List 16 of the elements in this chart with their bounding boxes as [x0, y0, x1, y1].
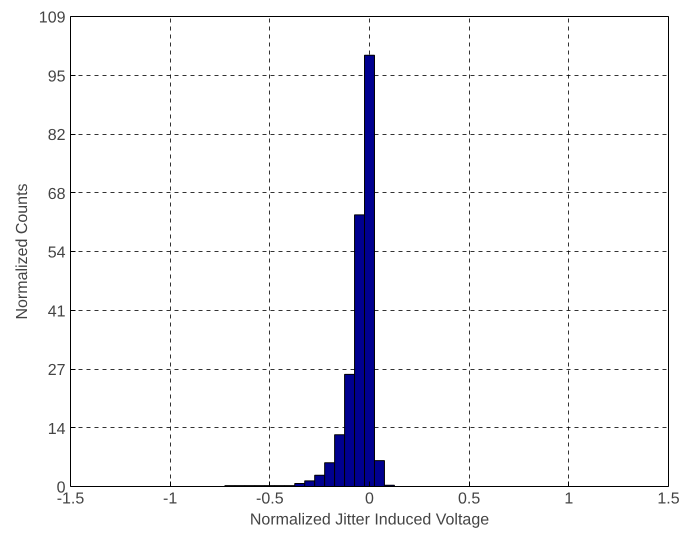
x-tick-label: -0.5	[256, 490, 284, 508]
y-axis-title: Normalized Counts	[14, 183, 31, 320]
x-tick-label: 0	[365, 490, 374, 508]
y-tick-label: 41	[48, 303, 66, 320]
y-tick-label: 54	[48, 244, 66, 262]
x-tick-label: 1.5	[657, 490, 680, 508]
y-tick-label: 27	[48, 362, 66, 379]
y-tick-label: 68	[48, 186, 66, 203]
x-axis-title: Normalized Jitter Induced Voltage	[250, 512, 490, 528]
y-tick-label: 109	[38, 10, 66, 26]
y-tick-label: 95	[48, 68, 66, 86]
y-tick-label: 82	[48, 127, 66, 144]
x-tick-label: -1	[163, 490, 178, 508]
x-tick-label: 0.5	[458, 490, 480, 508]
x-tick-label: 1	[564, 490, 574, 508]
y-tick-label: 14	[48, 420, 66, 438]
